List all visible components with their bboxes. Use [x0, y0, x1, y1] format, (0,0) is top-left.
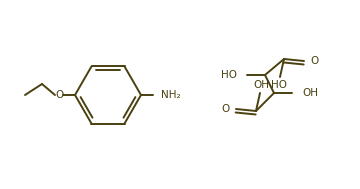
- Text: HO: HO: [271, 80, 287, 90]
- Text: OH: OH: [302, 88, 318, 98]
- Text: HO: HO: [221, 70, 237, 80]
- Text: O: O: [222, 104, 230, 114]
- Text: O: O: [55, 90, 63, 100]
- Text: O: O: [310, 56, 318, 66]
- Text: OH: OH: [253, 80, 269, 90]
- Text: NH₂: NH₂: [161, 90, 181, 100]
